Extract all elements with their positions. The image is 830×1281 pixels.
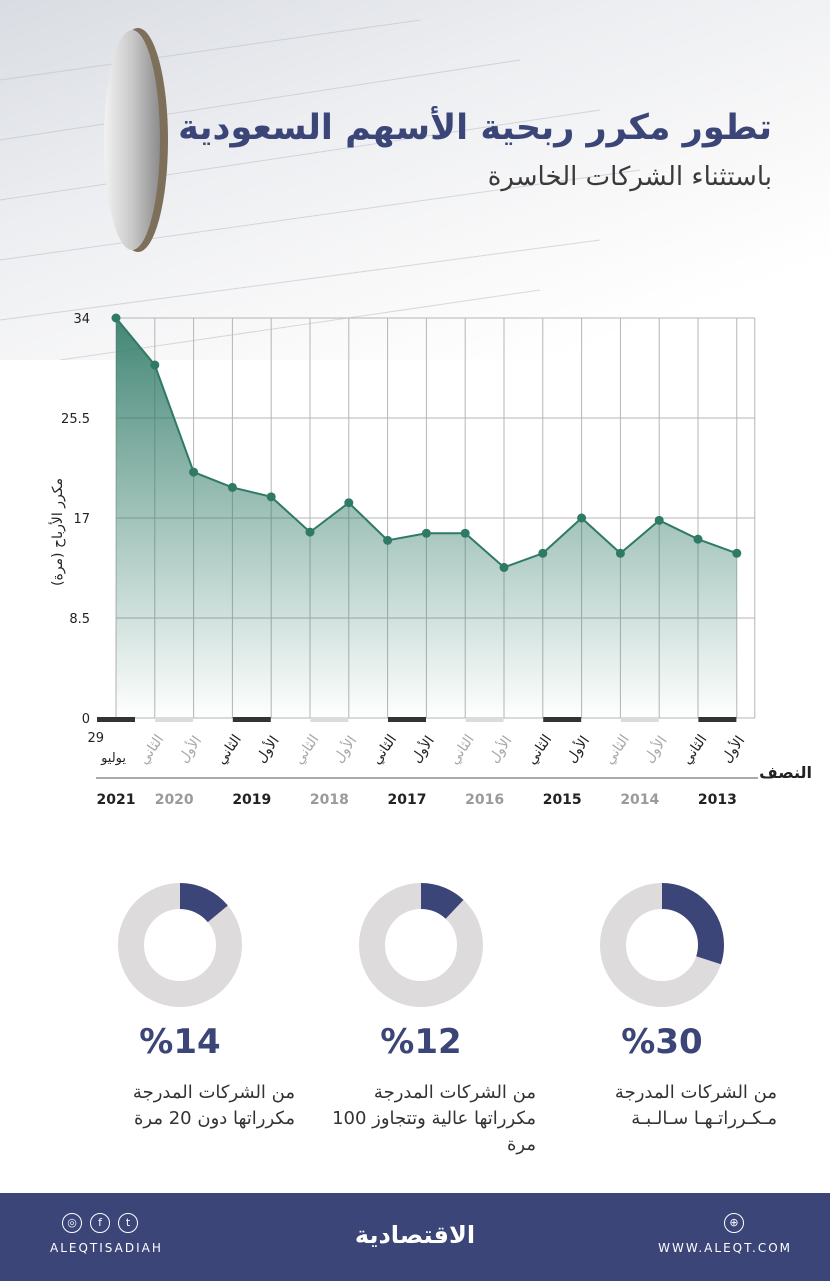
stat-description: من الشركات المدرجة مكرراتها دون 20 مرة [132,1082,295,1129]
data-point [227,482,237,492]
web-icon[interactable]: ⊕ [724,1213,744,1233]
half-label: الأول [717,732,748,766]
brand-logo: الاقتصادية [354,1221,476,1249]
half-label: الثاني [446,732,478,768]
stat-description: من الشركات المدرجة مكرراتها عالية وتتجاو… [332,1082,536,1155]
y-tick-label: 17 [73,512,90,527]
half-label: الأول [562,732,593,766]
data-point [460,528,470,538]
chart-subtitle: باستثناء الشركات الخاسرة [487,162,772,192]
year-tick-bar [232,717,271,722]
half-label: الثاني [291,732,323,768]
data-point [615,548,625,558]
data-point [189,467,199,477]
donut-track [359,883,483,1007]
header-background [0,0,830,360]
year-tick-bar [97,717,135,722]
year-tick-bar [620,717,659,722]
first-point-day-label: 29 [87,731,104,746]
half-label: الثاني [136,732,168,768]
stat-percentage: %30 [621,1022,703,1062]
chart-title: تطور مكرر ربحية الأسهم السعودية [178,108,772,148]
year-label: 2019 [232,792,271,808]
data-point [150,360,160,370]
year-tick-bar [388,717,426,722]
year-tick-bar [310,717,349,722]
year-label: 2018 [310,792,349,808]
donut-slice [600,883,724,1007]
year-label: 2016 [465,792,504,808]
donut-slice [118,883,242,1007]
data-point [111,313,121,323]
half-label: الأول [639,732,670,766]
data-point [654,515,664,525]
area-fill [116,318,737,718]
data-point [693,534,703,544]
half-label: الثاني [369,732,401,768]
donut-chart [600,883,724,1007]
data-point [732,548,742,558]
year-tick-bar [543,717,582,722]
year-label: 2013 [698,792,737,808]
half-label: الأول [174,732,205,766]
half-label: الأول [251,732,282,766]
year-tick-bar [465,717,504,722]
footer-bar: ◎ f t ⊕ ALEQTISADIAH الاقتصادية WWW.ALEQ… [0,1193,830,1281]
website-url[interactable]: WWW.ALEQT.COM [658,1241,792,1255]
instagram-icon[interactable]: ◎ [62,1213,82,1233]
twitter-icon[interactable]: t [118,1213,138,1233]
data-point [499,562,509,572]
coin-and-papers-illustration [0,19,641,360]
stat-percentage: %14 [139,1022,221,1062]
donut-chart [118,883,242,1007]
facebook-icon[interactable]: f [90,1213,110,1233]
half-label: الأول [407,732,438,766]
y-tick-label: 8.5 [69,612,90,627]
data-point [266,492,276,502]
y-tick-label: 34 [73,312,90,327]
data-point [577,513,587,523]
half-label: الثاني [213,732,245,768]
data-point [421,528,431,538]
y-axis-label: مكرر الأرباح (مرة) [48,478,66,586]
year-label: 2015 [543,792,582,808]
year-label: 2014 [620,792,659,808]
x-axis-label: النصف [759,763,812,782]
y-tick-label: 25.5 [61,412,90,427]
year-label: 2017 [388,792,427,808]
first-point-month-label: يوليو [100,751,126,766]
data-point [383,535,393,545]
social-handle: ALEQTISADIAH [50,1241,163,1255]
half-label: الثاني [601,732,633,768]
data-point [305,527,315,537]
donut-slice [359,883,483,1007]
pe-ratio-area-chart: 34 25.5 17 8.5 0 2021 2020 2019 2018 2017 2016 2015… [48,312,812,808]
data-point [344,498,354,508]
half-label: الأول [484,732,515,766]
data-point [538,548,548,558]
half-label: الثاني [524,732,556,768]
year-label: 2020 [155,792,194,808]
y-tick-label: 0 [82,712,90,727]
year-tick-bar [698,717,737,722]
donut-chart [359,883,483,1007]
half-label: الثاني [679,732,711,768]
stat-description: من الشركات المدرجة مـكـرراتـهـا سـالـبـة [614,1082,777,1129]
half-label: الأول [329,732,360,766]
year-label: 2021 [97,792,136,808]
year-tick-bar [155,717,194,722]
stat-percentage: %12 [380,1022,462,1062]
